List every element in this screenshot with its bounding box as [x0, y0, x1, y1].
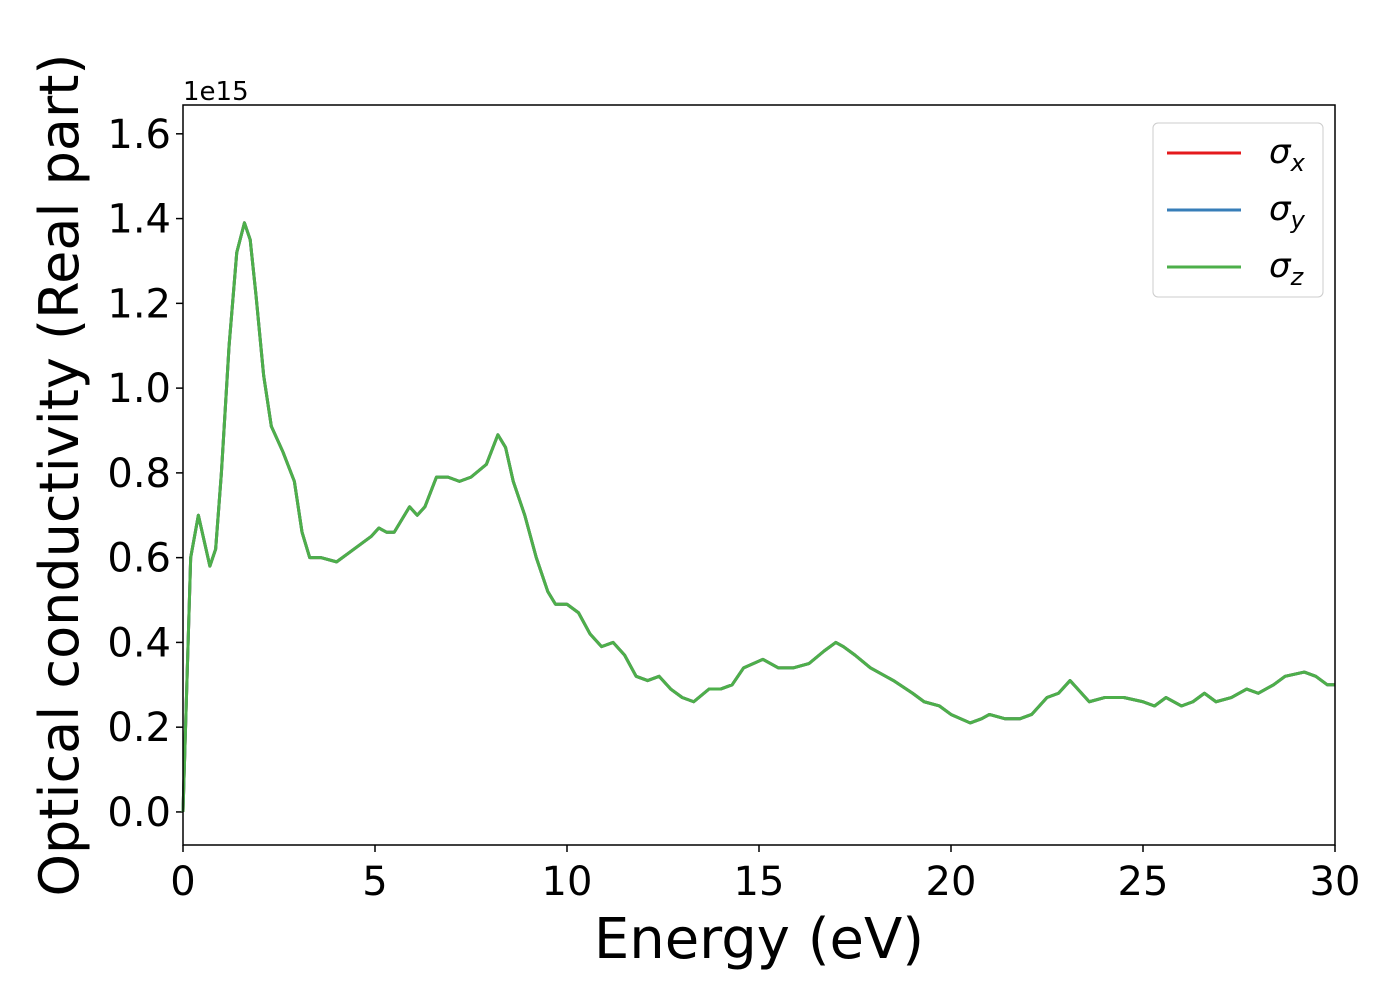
- y-tick-label: 0.8: [107, 451, 171, 497]
- y-tick-label: 0.0: [107, 790, 171, 836]
- x-tick-label: 0: [170, 859, 195, 905]
- y-tick-label: 1.0: [107, 366, 171, 412]
- y-tick-label: 0.6: [107, 536, 171, 582]
- x-tick-label: 15: [734, 859, 785, 905]
- y-tick-label: 1.2: [107, 281, 171, 327]
- x-tick-label: 10: [542, 859, 593, 905]
- series-line: [181, 221, 1335, 812]
- y-tick-label: 1.4: [107, 197, 171, 243]
- plot-frame: [182, 104, 1336, 846]
- offset-label: 1e15: [183, 77, 249, 107]
- x-tick-label: 30: [1310, 859, 1361, 905]
- y-tick-label: 0.4: [107, 620, 171, 666]
- y-tick-label: 0.2: [107, 705, 171, 751]
- x-tick-label: 20: [926, 859, 977, 905]
- x-axis-label: Energy (eV): [594, 907, 924, 972]
- x-tick-label: 25: [1118, 859, 1169, 905]
- x-tick-label: 5: [362, 859, 387, 905]
- series-line: [181, 221, 1335, 812]
- y-axis-label: Optical conductivity (Real part): [28, 54, 91, 897]
- y-tick-label: 1.6: [107, 112, 171, 158]
- series-line: [181, 221, 1335, 812]
